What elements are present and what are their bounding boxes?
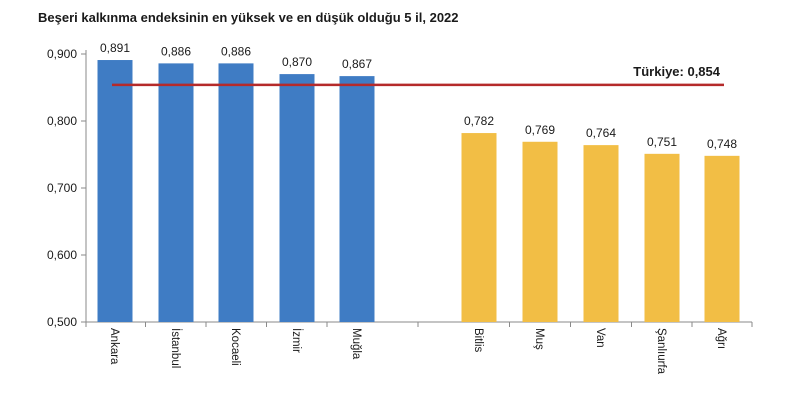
- bar-9: [704, 155, 740, 322]
- category-label: Muş: [533, 328, 545, 350]
- bar-3: [279, 74, 315, 322]
- bar-5: [461, 133, 497, 322]
- bar-value-label: 0,751: [647, 135, 677, 149]
- reference-line-label: Türkiye: 0,854: [633, 64, 720, 79]
- category-label: Bitlis: [472, 328, 484, 353]
- category-label: Kocaeli: [229, 328, 241, 366]
- bar-1: [158, 63, 194, 322]
- y-tick-label: 0,800: [47, 114, 77, 128]
- bar-value-label: 0,886: [161, 44, 191, 58]
- bar-value-label: 0,870: [282, 55, 312, 69]
- category-label: Ankara: [108, 328, 120, 365]
- category-label: İzmir: [290, 328, 303, 353]
- y-tick-label: 0,600: [47, 248, 77, 262]
- category-label: Muğla: [350, 328, 362, 360]
- y-tick-label: 0,900: [47, 47, 77, 61]
- bar-value-label: 0,891: [100, 41, 130, 55]
- bar-7: [583, 145, 619, 322]
- bar-0: [97, 60, 133, 322]
- category-label: Van: [594, 328, 606, 348]
- chart-title: Beşeri kalkınma endeksinin en yüksek ve …: [38, 10, 459, 25]
- category-label: Ağrı: [715, 328, 727, 349]
- category-label: Şanlıurfa: [655, 328, 667, 375]
- bar-value-label: 0,886: [221, 44, 251, 58]
- bar-value-label: 0,764: [586, 126, 616, 140]
- bar-2: [218, 63, 254, 322]
- bar-value-label: 0,867: [342, 57, 372, 71]
- y-tick-label: 0,700: [47, 181, 77, 195]
- bar-8: [644, 153, 680, 322]
- bar-6: [522, 141, 558, 322]
- y-tick-label: 0,500: [47, 315, 77, 329]
- bar-value-label: 0,748: [707, 137, 737, 151]
- bar-value-label: 0,782: [464, 114, 494, 128]
- bar-4: [339, 76, 375, 322]
- bar-value-label: 0,769: [525, 123, 555, 137]
- category-label: İstanbul: [169, 328, 182, 368]
